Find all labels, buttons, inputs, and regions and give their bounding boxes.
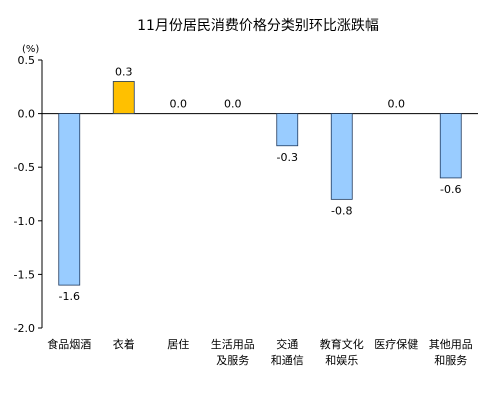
- y-tick-label: -1.5: [14, 268, 35, 281]
- category-label: 生活用品: [211, 337, 255, 351]
- category-label: 交通: [276, 337, 298, 351]
- category-label: 及服务: [216, 354, 249, 367]
- bar: [276, 113, 299, 147]
- data-labels-group: -1.6 0.3 0.0 0.0 -0.3 -0.8 0.0 -0.6: [59, 65, 462, 303]
- y-tick-label: -1.0: [14, 215, 35, 228]
- bars-group: [58, 81, 462, 286]
- y-tick-label: 0.0: [18, 108, 36, 121]
- category-label: 居住: [167, 337, 189, 351]
- bar: [439, 113, 462, 179]
- bar: [112, 81, 135, 115]
- category-label: 衣着: [113, 337, 135, 351]
- category-label: 教育文化: [320, 337, 364, 351]
- category-label: 和通信: [271, 354, 304, 367]
- category-label: 其他用品: [429, 338, 473, 351]
- chart-title: 11月份居民消费价格分类别环比涨跌幅: [137, 18, 379, 34]
- category-label: 和娱乐: [325, 353, 358, 367]
- category-label: 医疗保健: [374, 337, 418, 351]
- category-label: 食品烟酒: [47, 337, 91, 351]
- data-label: -0.6: [440, 183, 461, 196]
- y-tick-label: -2.0: [14, 322, 35, 335]
- data-label: 0.3: [115, 65, 133, 78]
- data-label: -1.6: [59, 290, 80, 303]
- y-tick-label: 0.5: [18, 54, 36, 67]
- bar: [58, 113, 81, 286]
- y-tick-label: -0.5: [14, 161, 35, 174]
- data-label: 0.0: [170, 98, 188, 111]
- axes: 0.5 0.0 -0.5 -1.0 -1.5 -2.0: [14, 54, 478, 335]
- category-label: 和服务: [434, 354, 467, 367]
- bar: [330, 113, 353, 200]
- data-label: -0.3: [277, 151, 298, 164]
- y-axis-unit: (%): [22, 44, 39, 55]
- data-label: 0.0: [224, 98, 242, 111]
- data-label: -0.8: [331, 204, 352, 217]
- data-label: 0.0: [388, 98, 406, 111]
